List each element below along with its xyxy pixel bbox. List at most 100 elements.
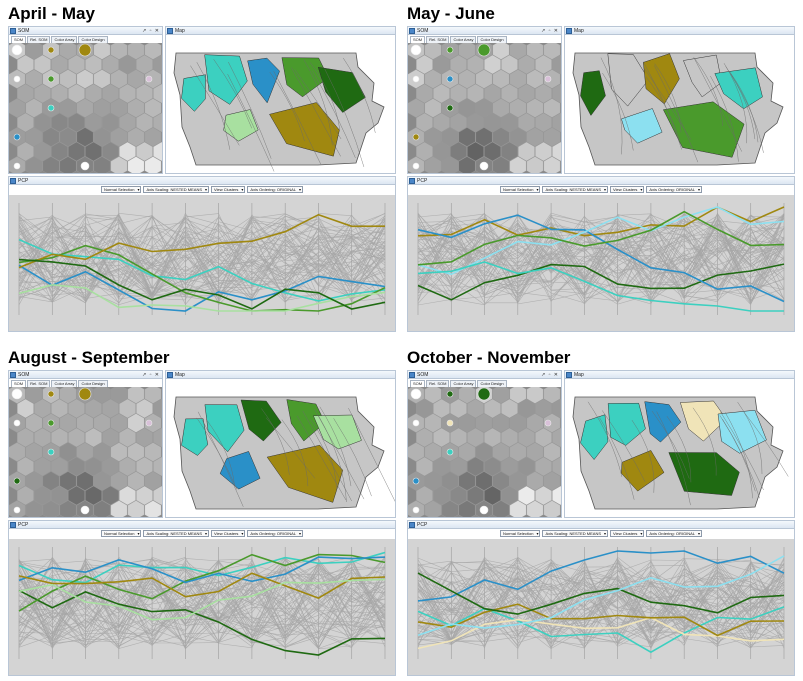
selection-mode-select[interactable]: Normal Selection xyxy=(100,186,142,193)
som-hex-cell[interactable] xyxy=(535,54,552,75)
som-hex-cell[interactable] xyxy=(153,112,162,133)
som-hex-cell[interactable] xyxy=(535,485,552,506)
som-cluster-marker[interactable] xyxy=(13,419,21,427)
som-hex-cell[interactable] xyxy=(85,54,102,75)
som-hex-cell[interactable] xyxy=(467,54,484,75)
som-hex-cell[interactable] xyxy=(518,83,535,104)
som-hex-cell[interactable] xyxy=(458,98,476,118)
som-cluster-marker[interactable] xyxy=(13,75,21,83)
som-hex-cell[interactable] xyxy=(85,456,102,477)
pcp-cluster-line[interactable] xyxy=(417,603,785,637)
som-hex-cell[interactable] xyxy=(492,471,510,491)
som-hex-cell[interactable] xyxy=(59,442,77,462)
som-hex-cell[interactable] xyxy=(76,69,94,89)
som-tab[interactable]: Rel. SOM xyxy=(27,380,51,387)
som-hex-cell[interactable] xyxy=(17,112,34,133)
som-hex-cell[interactable] xyxy=(492,442,510,462)
som-hex-cell[interactable] xyxy=(535,83,552,104)
view-clusters-select[interactable]: View Clusters xyxy=(211,186,246,193)
som-cluster-marker[interactable] xyxy=(412,477,420,485)
som-hex-cell[interactable] xyxy=(110,156,128,174)
som-hex-cell[interactable] xyxy=(25,442,43,462)
som-hex-cell[interactable] xyxy=(526,69,544,89)
pcp-cluster-line[interactable] xyxy=(18,589,386,656)
som-hex-cell[interactable] xyxy=(68,398,85,419)
som-hex-cell[interactable] xyxy=(119,112,136,133)
som-hex-cell[interactable] xyxy=(119,141,136,162)
som-hex-cell[interactable] xyxy=(552,112,561,133)
som-cluster-marker[interactable] xyxy=(80,505,90,515)
som-hex-cell[interactable] xyxy=(526,387,544,404)
som-hex-cell[interactable] xyxy=(509,69,527,89)
som-cluster-marker[interactable] xyxy=(412,75,420,83)
som-hex-cell[interactable] xyxy=(433,427,450,448)
som-hex-cell[interactable] xyxy=(484,398,501,419)
som-hex-cell[interactable] xyxy=(102,456,119,477)
som-hex-cell[interactable] xyxy=(34,456,51,477)
axis-scaling-select[interactable]: Axis Scaling: NESTED MEANS xyxy=(542,186,609,193)
som-hex-cell[interactable] xyxy=(93,127,111,147)
som-cluster-marker[interactable] xyxy=(446,75,454,83)
som-hex-cell[interactable] xyxy=(9,442,26,462)
axis-scaling-select[interactable]: Axis Scaling: NESTED MEANS xyxy=(542,530,609,537)
som-hex-cell[interactable] xyxy=(59,69,77,89)
som-hex-cell[interactable] xyxy=(51,112,68,133)
som-hex-cell[interactable] xyxy=(93,387,111,404)
som-hex-cell[interactable] xyxy=(518,427,535,448)
som-cluster-marker[interactable] xyxy=(78,43,92,57)
som-hex-cell[interactable] xyxy=(59,413,77,433)
som-hex-cell[interactable] xyxy=(501,112,518,133)
watershed-region[interactable] xyxy=(621,450,665,492)
som-hex-cell[interactable] xyxy=(59,98,77,118)
pcp-cluster-line[interactable] xyxy=(417,261,784,312)
som-hex-cell[interactable] xyxy=(93,413,111,433)
som-hex-cell[interactable] xyxy=(25,43,43,60)
som-hex-cell[interactable] xyxy=(25,69,43,89)
som-hex-cell[interactable] xyxy=(458,413,476,433)
som-hex-cell[interactable] xyxy=(509,156,527,174)
som-hex-cell[interactable] xyxy=(85,485,102,506)
som-hex-cell[interactable] xyxy=(51,427,68,448)
som-hex-cell[interactable] xyxy=(102,112,119,133)
som-hex-cell[interactable] xyxy=(76,98,94,118)
som-hex-cell[interactable] xyxy=(501,456,518,477)
som-hex-cell[interactable] xyxy=(42,127,60,147)
pcp-cluster-line[interactable] xyxy=(417,210,785,266)
som-hex-cell[interactable] xyxy=(85,112,102,133)
som-tab[interactable]: Rel. SOM xyxy=(426,36,450,43)
window-controls-icon[interactable]: ↗ ▫ ✕ xyxy=(541,372,559,378)
som-hex-cell[interactable] xyxy=(127,500,145,518)
som-hex-cell[interactable] xyxy=(416,112,433,133)
som-hex-cell[interactable] xyxy=(467,141,484,162)
som-hex-cell[interactable] xyxy=(458,471,476,491)
watershed-region[interactable] xyxy=(317,66,366,113)
som-hex-cell[interactable] xyxy=(450,83,467,104)
som-cluster-marker[interactable] xyxy=(13,162,21,170)
som-hex-cell[interactable] xyxy=(552,54,561,75)
som-hex-cell[interactable] xyxy=(492,387,510,404)
som-cluster-marker[interactable] xyxy=(479,505,489,515)
som-hex-cell[interactable] xyxy=(450,485,467,506)
som-hex-cell[interactable] xyxy=(144,500,162,518)
selection-mode-select[interactable]: Normal Selection xyxy=(100,530,142,537)
som-hex-cell[interactable] xyxy=(25,387,43,404)
pcp-cluster-line[interactable] xyxy=(18,264,386,312)
som-hex-cell[interactable] xyxy=(68,112,85,133)
som-hex-cell[interactable] xyxy=(433,112,450,133)
som-hex-cell[interactable] xyxy=(552,485,561,506)
watershed-region[interactable] xyxy=(204,404,245,453)
som-hex-cell[interactable] xyxy=(119,398,136,419)
som-hex-cell[interactable] xyxy=(59,471,77,491)
som-hex-cell[interactable] xyxy=(433,398,450,419)
som-hex-cell[interactable] xyxy=(467,83,484,104)
som-hex-grid[interactable] xyxy=(408,43,561,173)
som-hex-cell[interactable] xyxy=(119,456,136,477)
axis-ordering-select[interactable]: Axis Ordering: ORIGINAL xyxy=(247,530,303,537)
som-hex-cell[interactable] xyxy=(526,500,544,518)
som-hex-cell[interactable] xyxy=(450,54,467,75)
som-hex-cell[interactable] xyxy=(526,471,544,491)
som-hex-cell[interactable] xyxy=(93,98,111,118)
som-tab[interactable]: Color Design xyxy=(477,36,507,43)
watershed-region[interactable] xyxy=(580,70,606,116)
som-hex-cell[interactable] xyxy=(543,500,561,518)
